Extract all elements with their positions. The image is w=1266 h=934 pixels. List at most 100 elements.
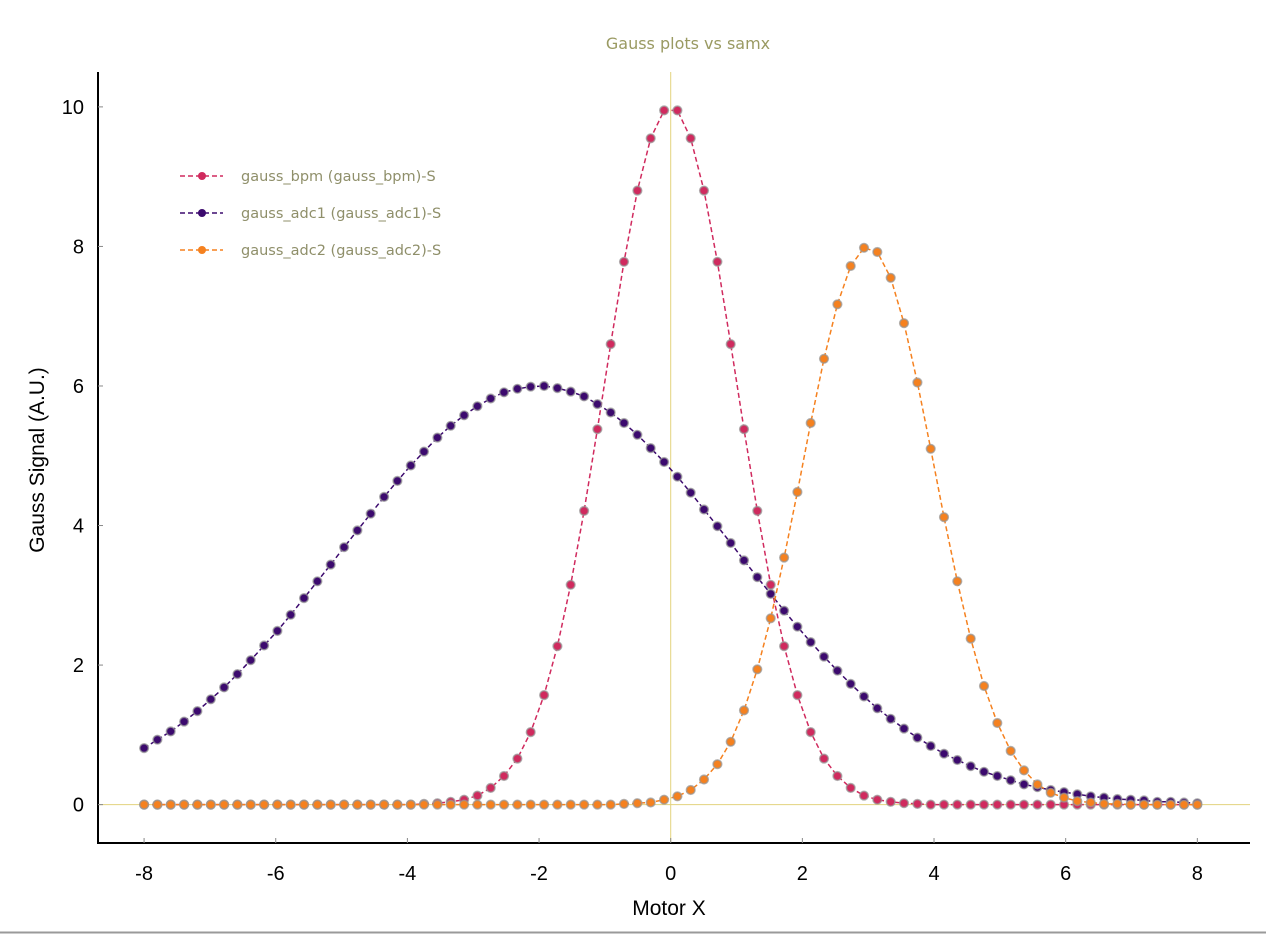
data-point	[765, 579, 776, 590]
x-tick-label: -8	[135, 863, 153, 885]
data-point	[978, 680, 990, 692]
data-point	[365, 799, 376, 810]
data-point	[685, 784, 696, 796]
legend: gauss_bpm (gauss_bpm)-S gauss_adc1 (gauss…	[180, 169, 441, 259]
data-point	[259, 799, 270, 810]
data-point	[858, 691, 870, 702]
data-point	[352, 799, 363, 810]
data-point	[445, 420, 456, 431]
data-point	[778, 641, 790, 652]
legend-marker	[198, 172, 206, 180]
data-point	[632, 798, 643, 809]
data-point	[885, 272, 896, 283]
data-point	[578, 391, 590, 402]
data-point	[472, 790, 483, 801]
data-point	[925, 799, 936, 810]
data-point	[139, 742, 150, 754]
data-point	[752, 505, 763, 517]
data-point	[685, 487, 696, 498]
data-point	[845, 678, 856, 690]
data-point	[312, 576, 323, 587]
y-tick-label: 6	[73, 376, 84, 398]
data-point	[845, 260, 856, 272]
x-tick-label: 2	[797, 863, 808, 885]
y-axis-label: Gauss Signal (A.U.)	[26, 367, 49, 553]
data-point	[938, 512, 950, 523]
data-point	[245, 655, 256, 666]
data-point	[1112, 798, 1123, 810]
x-tick-label: 4	[928, 863, 939, 885]
x-tick-label: -4	[398, 863, 416, 885]
data-point	[1045, 787, 1056, 798]
data-point	[272, 799, 283, 810]
data-point	[992, 799, 1003, 810]
data-point	[232, 668, 243, 680]
data-point	[938, 748, 950, 759]
data-point	[392, 475, 403, 487]
data-point	[1045, 799, 1056, 810]
data-point	[192, 705, 203, 717]
data-point	[472, 799, 483, 810]
data-point	[565, 386, 576, 397]
data-point	[365, 508, 376, 519]
data-point	[805, 417, 816, 429]
data-point	[712, 256, 723, 267]
data-point	[485, 782, 496, 794]
data-point	[1005, 799, 1016, 810]
data-point	[1032, 799, 1043, 810]
data-point	[1018, 799, 1030, 810]
x-tick-label: 0	[665, 863, 676, 885]
x-tick-label: 6	[1060, 863, 1071, 885]
data-point	[418, 446, 430, 457]
data-point	[752, 664, 763, 675]
data-point	[339, 542, 350, 553]
y-tick-label: 2	[73, 655, 84, 677]
data-point	[765, 588, 776, 600]
data-point	[818, 651, 830, 662]
data-point	[912, 732, 923, 743]
data-point	[818, 353, 830, 364]
data-point	[392, 799, 403, 810]
data-point	[805, 636, 816, 648]
data-point	[1072, 795, 1083, 807]
data-point	[298, 799, 310, 810]
series-2	[139, 242, 1203, 810]
data-point	[432, 432, 443, 443]
data-point	[352, 525, 363, 536]
legend-label: gauss_adc2 (gauss_adc2)-S	[241, 243, 441, 259]
data-point	[658, 456, 670, 468]
data-point	[592, 399, 603, 410]
data-point	[1018, 779, 1030, 790]
data-point	[205, 694, 216, 705]
x-tick-label: 8	[1192, 863, 1203, 885]
legend-item: gauss_adc1 (gauss_adc1)-S	[180, 206, 441, 222]
data-point	[139, 799, 150, 810]
data-point	[379, 799, 390, 810]
data-point	[512, 753, 523, 764]
data-point	[578, 799, 590, 810]
data-point	[1018, 765, 1030, 776]
data-point	[658, 794, 670, 805]
data-point	[725, 537, 736, 549]
data-point	[538, 380, 550, 392]
legend-label: gauss_bpm (gauss_bpm)-S	[241, 169, 436, 185]
data-point	[832, 770, 843, 782]
data-point	[472, 401, 483, 412]
data-point	[632, 185, 643, 196]
y-tick-label: 8	[73, 236, 84, 258]
data-point	[765, 613, 776, 624]
data-point	[298, 592, 310, 604]
data-point	[832, 299, 843, 310]
data-point	[645, 133, 656, 144]
data-point	[885, 713, 896, 724]
x-axis-label: Motor X	[632, 897, 706, 920]
data-point	[925, 443, 936, 454]
data-point	[805, 726, 816, 738]
data-point	[645, 443, 656, 454]
data-point	[205, 799, 216, 810]
data-point	[165, 799, 176, 810]
data-point	[605, 407, 616, 418]
data-point	[552, 641, 563, 652]
data-point	[1085, 797, 1096, 808]
data-point	[725, 736, 736, 747]
